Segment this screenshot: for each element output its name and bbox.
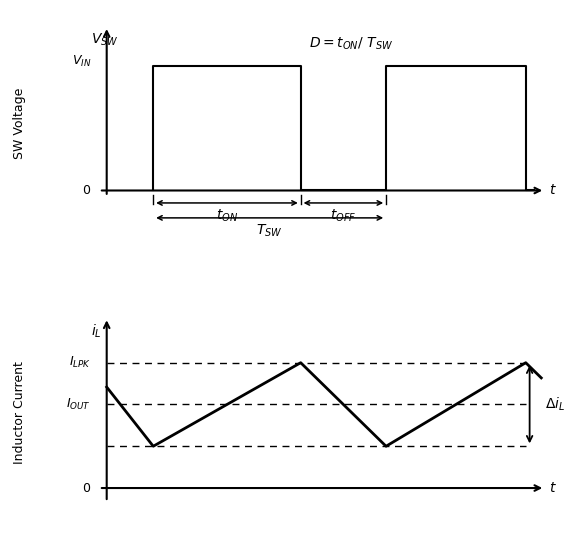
Text: $t_{ON}$: $t_{ON}$ [216,208,238,225]
Text: $I_{OUT}$: $I_{OUT}$ [66,397,91,412]
Text: $0$: $0$ [82,184,91,197]
Text: $t_{OFF}$: $t_{OFF}$ [330,208,357,225]
Text: Inductor Current: Inductor Current [13,361,26,464]
Text: $\Delta i_L$: $\Delta i_L$ [545,396,565,413]
Text: $D = t_{ON}/ \ T_{SW}$: $D = t_{ON}/ \ T_{SW}$ [309,35,393,52]
Text: $t$: $t$ [549,481,557,495]
Text: $i_L$: $i_L$ [91,322,102,340]
Text: $I_{LPK}$: $I_{LPK}$ [69,355,91,370]
Text: $t$: $t$ [549,183,557,197]
Text: $V_{SW}$: $V_{SW}$ [91,31,119,48]
Text: $T_{SW}$: $T_{SW}$ [256,223,283,239]
Text: $V_{IN}$: $V_{IN}$ [72,54,91,69]
Text: $0$: $0$ [82,481,91,494]
Text: SW Voltage: SW Voltage [13,88,26,159]
